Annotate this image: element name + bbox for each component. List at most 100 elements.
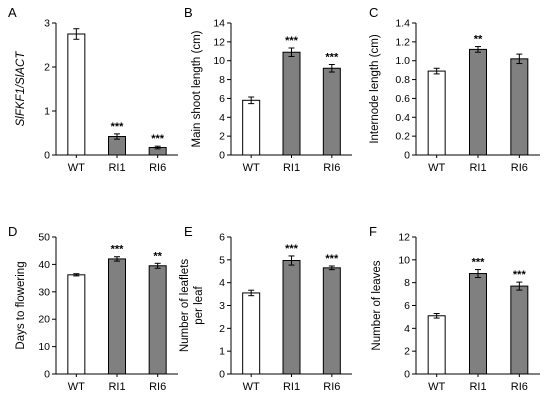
panel-letter: D	[8, 224, 17, 239]
y-tick-label: 0	[44, 150, 50, 162]
y-tick-label: 14	[213, 18, 225, 30]
x-tick-label: RI1	[108, 381, 125, 393]
panel-d: D 0 10 20 30 40 50 Days to flowering WT *** RI1 ** R…	[8, 224, 178, 393]
y-tick-label: 0	[44, 369, 50, 381]
y-tick-label: 2	[44, 62, 50, 74]
y-axis-label: Days to flowering	[15, 261, 27, 349]
panel-letter: A	[8, 5, 17, 20]
bar-ri6	[322, 267, 341, 375]
y-tick-label: 0	[219, 150, 225, 162]
x-tick-label: WT	[68, 381, 85, 393]
panel-letter: B	[184, 5, 193, 20]
bar-wt	[242, 292, 261, 375]
significance-label: ***	[285, 35, 299, 47]
x-tick-label: RI1	[469, 381, 486, 393]
y-tick-label: 8	[219, 74, 225, 86]
bar-ri1	[469, 48, 487, 156]
y-axis-label: SlFKF1/SlACT	[15, 51, 27, 127]
x-tick-label: RI6	[511, 162, 528, 174]
x-tick-label: RI6	[149, 162, 166, 174]
x-tick-label: RI6	[511, 381, 528, 393]
y-tick-label: 8	[404, 277, 410, 289]
y-tick-label: 50	[38, 232, 50, 244]
y-tick-label: 2	[219, 323, 225, 335]
y-tick-label: 12	[213, 36, 225, 48]
x-tick-label: RI6	[149, 381, 166, 393]
significance-label: ***	[111, 244, 125, 256]
x-tick-label: WT	[428, 162, 445, 174]
y-tick-label: 2	[219, 131, 225, 143]
y-tick-label: 20	[38, 314, 50, 326]
bar-ri1	[469, 273, 487, 375]
x-tick-label: RI1	[469, 162, 486, 174]
x-tick-label: RI1	[108, 162, 125, 174]
y-tick-label: 0	[219, 369, 225, 381]
bar-wt	[427, 315, 446, 375]
y-tick-label: 1.2	[395, 36, 410, 48]
y-tick-label: 5	[219, 254, 225, 266]
y-tick-label: 4	[404, 323, 410, 335]
bar-wt	[67, 274, 86, 375]
y-tick-label: 1.0	[395, 55, 410, 67]
bar-ri6	[510, 285, 529, 375]
bar-ri1	[108, 258, 126, 375]
panel-e: E 0 1 2 3 4 5 6 Number of leaflets per leaf WT *** R…	[179, 224, 352, 393]
panel-letter: E	[184, 224, 193, 239]
panel-a: A 0 1 2 3 SlFKF1/SlACT WT *** RI1 *** RI6	[8, 5, 178, 174]
y-tick-label: 6	[404, 300, 410, 312]
bar-wt	[67, 33, 86, 156]
x-tick-label: RI6	[323, 162, 340, 174]
bar-ri1	[282, 260, 301, 375]
y-tick-label: 30	[38, 286, 50, 298]
bar-ri6	[322, 67, 341, 156]
significance-label: ***	[325, 253, 339, 265]
y-axis-label: Main shoot length (cm)	[191, 30, 203, 147]
y-tick-label: 3	[219, 300, 225, 312]
significance-label: ***	[151, 133, 165, 145]
significance-label: **	[474, 34, 483, 46]
y-tick-label: 4	[219, 277, 225, 289]
y-tick-label: 12	[398, 232, 410, 244]
y-tick-label: 0.2	[395, 131, 410, 143]
x-tick-label: WT	[68, 162, 85, 174]
y-tick-label: 10	[398, 254, 410, 266]
x-tick-label: RI1	[283, 381, 300, 393]
significance-label: ***	[111, 121, 125, 133]
y-axis-label: Internode length (cm)	[369, 34, 381, 143]
significance-label: ***	[325, 51, 339, 63]
y-tick-label: 1	[219, 346, 225, 358]
y-tick-label: 3	[44, 18, 50, 30]
y-tick-label: 40	[38, 259, 50, 271]
x-tick-label: WT	[428, 381, 445, 393]
y-tick-label: 0.8	[395, 74, 410, 86]
y-tick-label: 0	[404, 150, 410, 162]
panel-letter: F	[369, 224, 377, 239]
significance-label: ***	[513, 269, 527, 281]
significance-label: ***	[285, 243, 299, 255]
panel-c: C 0 0.2 0.4 0.6 0.8 1.0 1.2 1.4 Internode length …	[369, 5, 540, 174]
panel-b: B 0 2 4 6 8 10 12 14 Main shoot length (cm) WT *** R…	[184, 5, 352, 174]
y-tick-label: 6	[219, 232, 225, 244]
x-tick-label: WT	[243, 381, 260, 393]
y-tick-label: 2	[404, 346, 410, 358]
bar-ri6	[510, 58, 529, 156]
significance-label: **	[153, 250, 162, 262]
y-tick-label: 6	[219, 93, 225, 105]
bar-wt	[242, 99, 261, 156]
y-tick-label: 0.6	[395, 93, 410, 105]
significance-label: ***	[472, 257, 486, 269]
y-tick-label: 4	[219, 112, 225, 124]
bar-ri6	[148, 265, 167, 375]
x-tick-label: RI6	[323, 381, 340, 393]
y-axis-label: per leaf	[193, 286, 205, 325]
y-tick-label: 10	[38, 341, 50, 353]
y-tick-label: 1.4	[395, 18, 410, 30]
panel-f: F 0 2 4 6 8 10 12 Number of leaves WT *** RI1 *** RI6	[369, 224, 540, 393]
y-tick-label: 0.4	[395, 112, 410, 124]
y-axis-label: Number of leaflets	[179, 259, 191, 353]
x-tick-label: WT	[243, 162, 260, 174]
panel-letter: C	[369, 5, 378, 20]
bar-ri1	[282, 51, 301, 156]
y-tick-label: 0	[404, 369, 410, 381]
